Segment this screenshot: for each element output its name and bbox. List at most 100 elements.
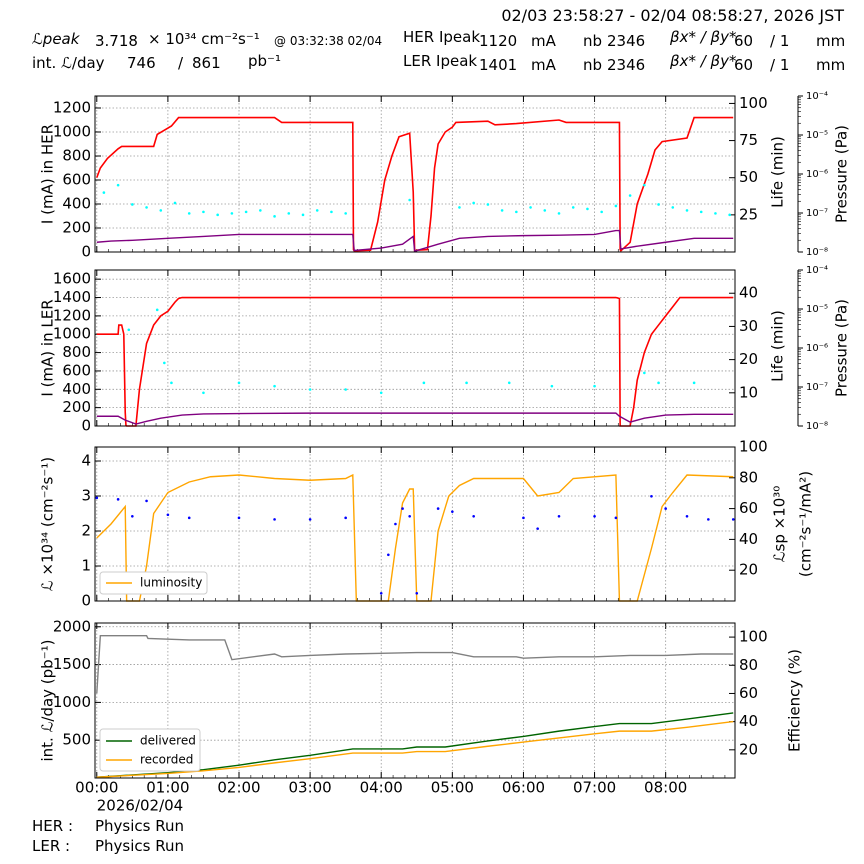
plot-frame — [94, 446, 736, 602]
lifetime-point — [557, 212, 561, 215]
lifetime-point — [643, 183, 646, 187]
peak-lumi-value: 3.718 — [95, 32, 138, 50]
lifetime-point — [671, 206, 675, 209]
lifetime-point — [145, 206, 148, 209]
lifetime-point — [315, 209, 319, 212]
specific-luminosity-point — [379, 592, 383, 595]
her-current-unit: mA — [531, 32, 556, 50]
legend-box — [99, 571, 208, 595]
y-tick-label: 4 — [81, 452, 91, 470]
lifetime-point — [586, 207, 589, 211]
specific-luminosity-point — [166, 513, 170, 517]
x-tick-label: 06:00 — [502, 779, 545, 797]
specific-luminosity-point — [451, 510, 454, 513]
y-tick-label: 500 — [62, 731, 91, 749]
specific-luminosity-point — [401, 507, 404, 510]
right-y-tick-label: 10 — [739, 383, 758, 401]
right-y-tick-label: 30 — [739, 317, 758, 335]
y-tick-label: 1600 — [53, 270, 91, 288]
lifetime-point — [571, 206, 575, 209]
lifetime-point — [657, 203, 660, 206]
lifetime-point — [379, 391, 383, 395]
lifetime-point — [131, 203, 134, 206]
ler-beta-y: / 1 — [770, 56, 790, 74]
y-tick-label: 800 — [62, 343, 91, 361]
specific-luminosity-point — [95, 496, 99, 500]
lifetime-point — [550, 384, 554, 388]
her-beta-y: / 1 — [770, 32, 790, 50]
lifetime-point — [643, 371, 646, 375]
lifetime-point — [170, 381, 173, 385]
y-tick-label: 200 — [62, 398, 91, 416]
lifetime-point — [628, 194, 632, 197]
plot-frame — [94, 95, 736, 253]
y-tick-label: 0 — [81, 243, 91, 261]
y-tick-label: 3 — [81, 487, 91, 505]
specific-luminosity-point — [707, 518, 710, 521]
right-y-tick-label: 75 — [739, 131, 758, 149]
specific-luminosity-point — [308, 518, 312, 521]
right-y-tick-label: 50 — [739, 168, 758, 186]
time-range: 02/03 23:58:27 - 02/04 08:58:27, 2026 JS… — [501, 6, 844, 25]
delivered-line — [96, 712, 734, 778]
lifetime-point — [529, 206, 532, 209]
her-beta-x: 60 — [734, 32, 754, 50]
y-tick-label: 1500 — [53, 655, 91, 673]
y-tick-label: 2 — [81, 522, 91, 540]
specific-luminosity-point — [593, 515, 596, 518]
lifetime-point — [187, 212, 191, 215]
x-tick-label: 01:00 — [146, 779, 189, 797]
y-tick-label: 1000 — [53, 325, 91, 343]
specific-luminosity-point — [522, 516, 525, 520]
lifetime-point — [202, 391, 205, 395]
specific-luminosity-point — [145, 499, 148, 503]
lifetime-point — [116, 183, 120, 187]
specific-luminosity-point — [237, 516, 241, 520]
lifetime-point — [216, 213, 219, 217]
right-axis-label: ℒsp ×10³⁰ — [771, 486, 789, 563]
lifetime-point — [155, 308, 159, 312]
y-tick-label: 1200 — [53, 99, 91, 117]
ler-nb-label: nb — [583, 56, 603, 74]
ler-beta-unit: mm — [816, 56, 846, 74]
ler-current-unit: mA — [531, 56, 556, 74]
right-y-tick-label: 40 — [739, 712, 758, 730]
lifetime-point — [458, 206, 461, 209]
ler-ipeak-value: 1401 — [479, 56, 518, 74]
y-axis-label: ℒ ×10³⁴ (cm⁻²s⁻¹) — [39, 457, 57, 591]
int-lumi-unit: pb⁻¹ — [248, 52, 281, 70]
y-tick-label: 0 — [81, 592, 91, 610]
specific-luminosity-point — [664, 507, 667, 510]
her-ipeak-value: 1120 — [479, 32, 518, 50]
specific-luminosity-point — [394, 522, 397, 526]
right-y-tick-label: 40 — [739, 530, 758, 548]
lifetime-point — [244, 210, 248, 214]
pressure-tick-label: 10⁻⁵ — [806, 304, 828, 315]
current-line — [96, 296, 734, 427]
lifetime-point — [259, 209, 262, 212]
specific-luminosity-point — [273, 518, 276, 521]
y-tick-label: 200 — [62, 219, 91, 237]
specific-luminosity-point — [557, 515, 561, 518]
her-nb-label: nb — [583, 32, 603, 50]
specific-luminosity-point — [415, 592, 419, 595]
current-line — [96, 116, 734, 253]
peak-lumi-unit: × 10³⁴ cm⁻²s⁻¹ — [148, 30, 260, 48]
y-tick-label: 400 — [62, 195, 91, 213]
peak-lumi-time: @ 03:32:38 02/04 — [274, 34, 383, 48]
lifetime-point — [593, 384, 596, 388]
right-y-tick-label: 100 — [739, 628, 768, 646]
lifetime-point — [600, 210, 603, 214]
pressure-tick-label: 10⁻⁴ — [806, 265, 828, 276]
right-axis-label: Efficiency (%) — [786, 649, 804, 752]
x-tick-label: 02:00 — [217, 779, 260, 797]
x-tick-label: 04:00 — [360, 779, 403, 797]
y-tick-label: 1000 — [53, 693, 91, 711]
right-y-tick-label: 20 — [739, 740, 758, 758]
y-tick-label: 0 — [81, 417, 91, 435]
ler-status: Physics Run — [95, 837, 185, 855]
right-y-tick-label: 40 — [739, 284, 758, 302]
lifetime-point — [422, 381, 426, 385]
ler-status-label: LER : — [32, 837, 71, 855]
lifetime-point — [465, 381, 468, 385]
